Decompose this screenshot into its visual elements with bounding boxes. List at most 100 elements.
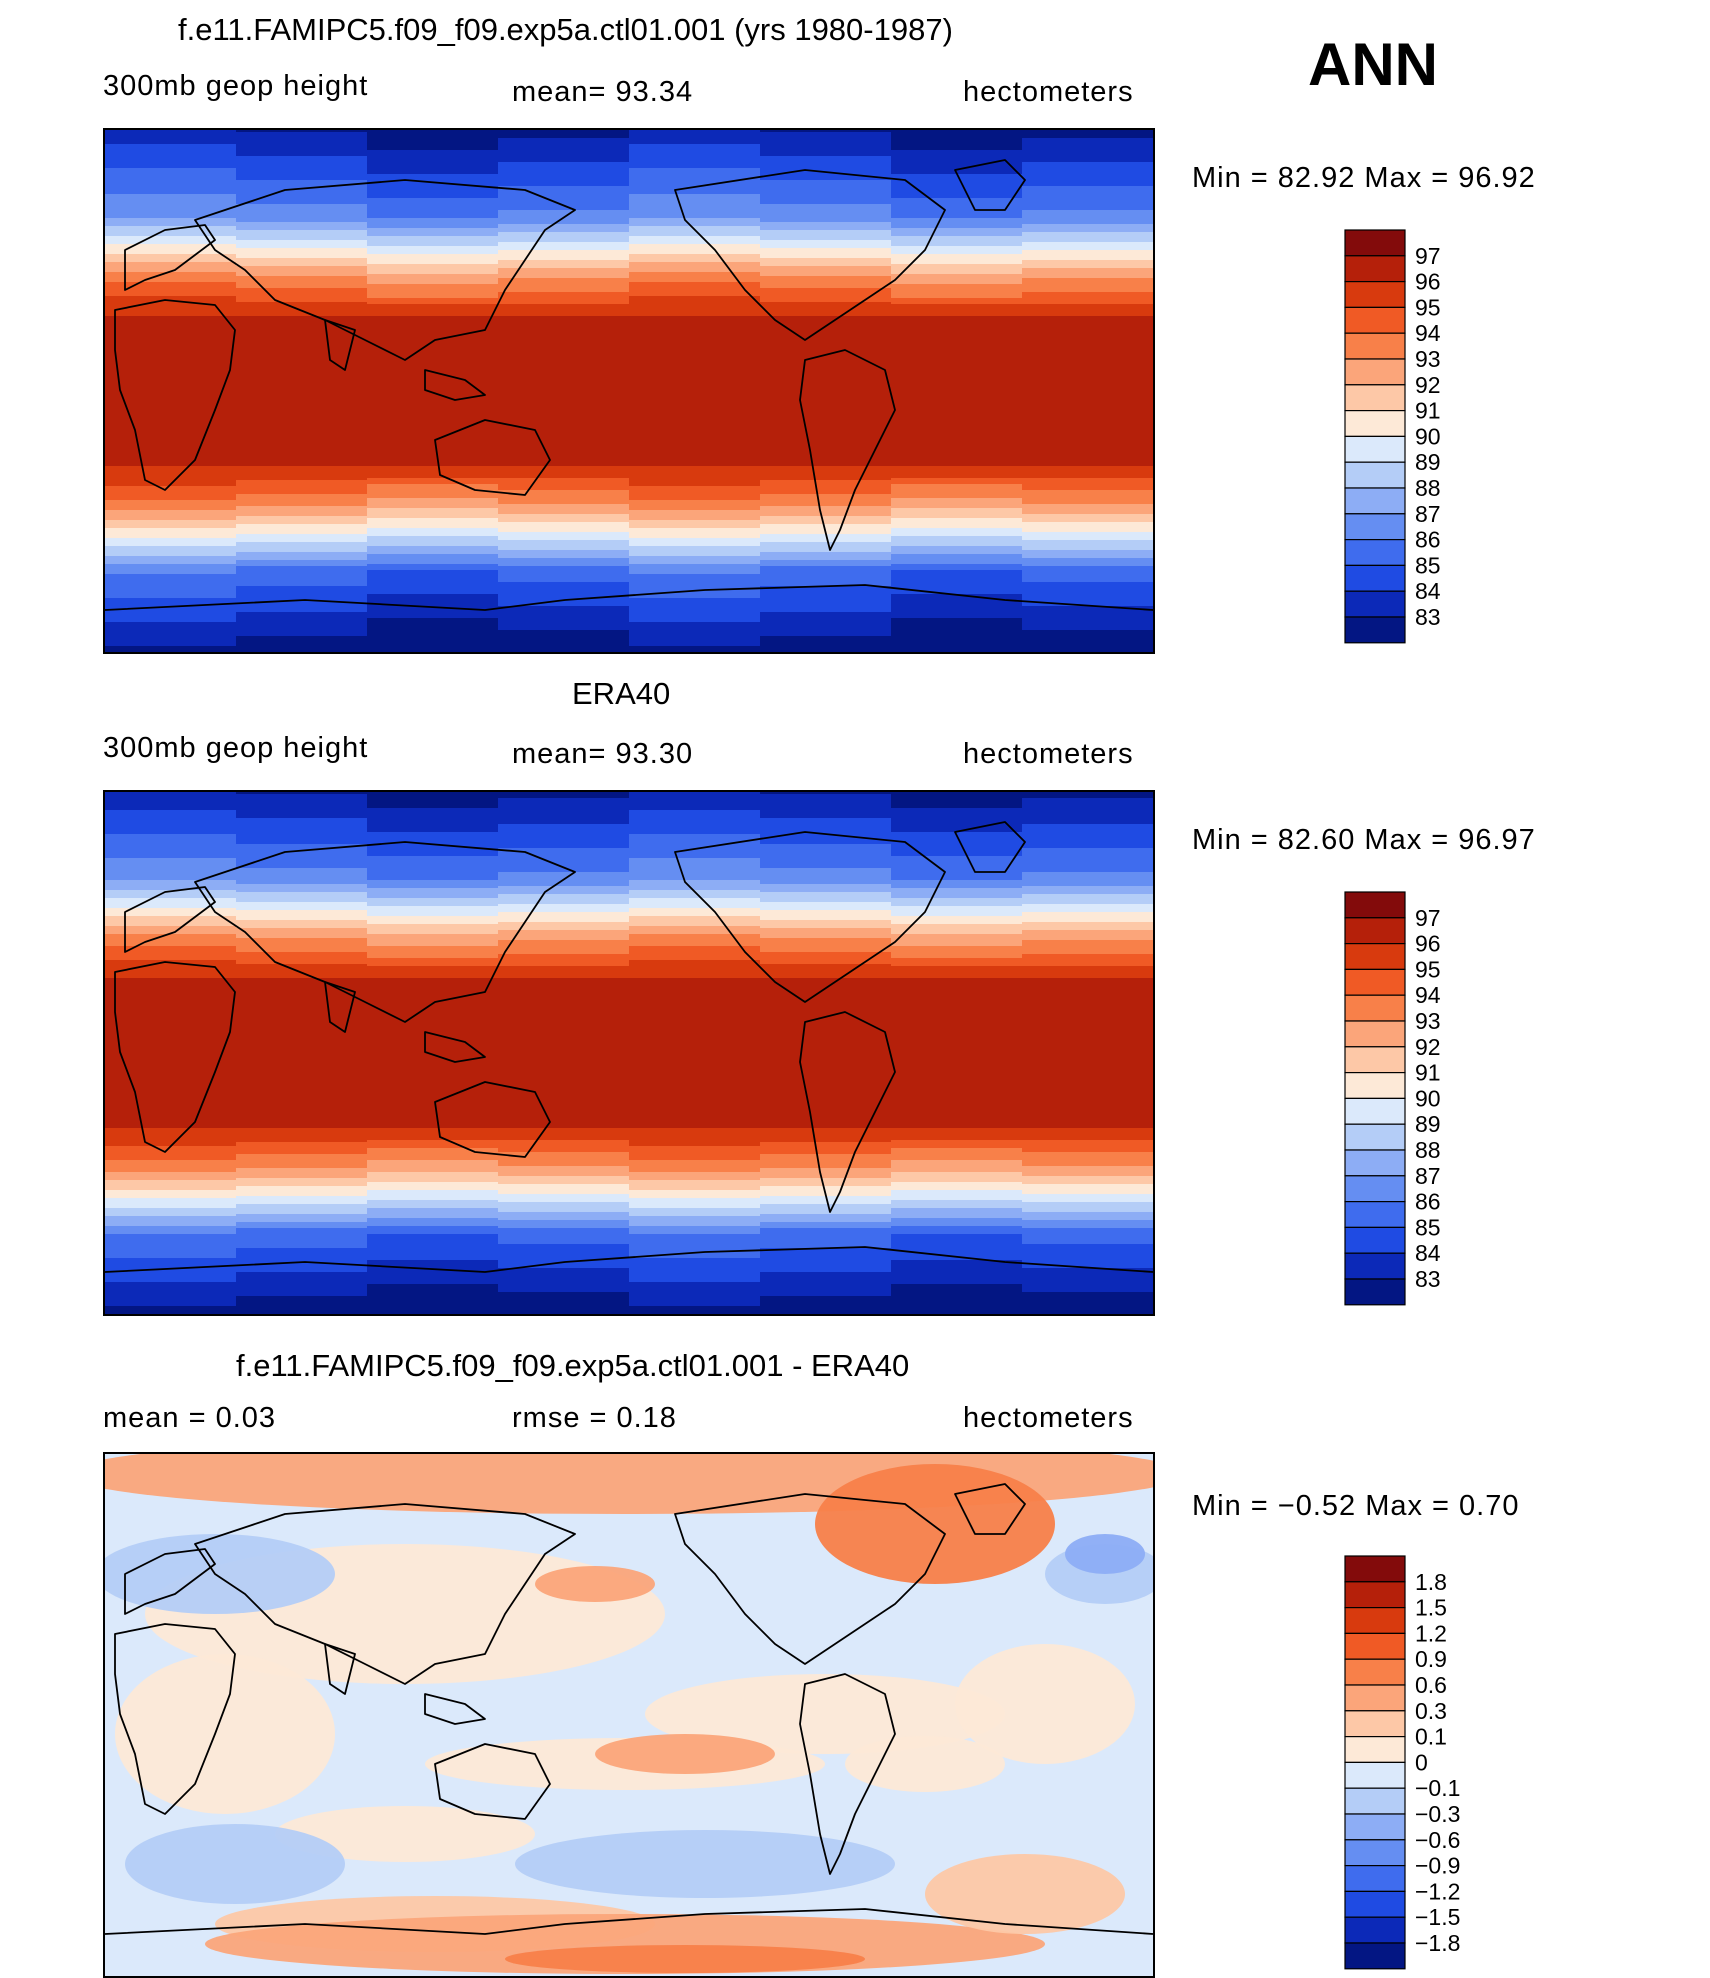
colorbar-tick-label: 86 [1415,527,1441,553]
colorbar-swatch [1344,1865,1406,1893]
colorbar-tick-label: 84 [1415,1240,1441,1266]
panel-1-map [103,128,1155,654]
colorbar-tick-label: −0.3 [1415,1801,1460,1827]
colorbar-swatch [1344,1761,1406,1789]
panel-3-colorbar-svg: 1.81.51.20.90.60.30.10−0.1−0.3−0.6−0.9−1… [1344,1555,1460,1970]
panel-3-units-label: hectometers [963,1402,1134,1434]
colorbar-swatch [1344,917,1406,945]
colorbar-swatch [1344,1736,1406,1764]
colorbar-swatch [1344,1149,1406,1177]
panel-3-minmax: Min = −0.52 Max = 0.70 [1192,1490,1520,1522]
colorbar-swatch [1344,1916,1406,1944]
colorbar-swatch [1344,1278,1406,1306]
colorbar-swatch [1344,1606,1406,1634]
colorbar-swatch [1344,332,1406,360]
colorbar-tick-label: 95 [1415,956,1441,982]
colorbar-swatch [1344,1072,1406,1100]
colorbar-swatch [1344,1020,1406,1048]
colorbar-swatch [1344,1252,1406,1280]
colorbar-swatch [1344,513,1406,541]
colorbar-tick-label: 87 [1415,501,1441,527]
colorbar-tick-label: 0.1 [1415,1724,1447,1750]
colorbar-tick-label: 91 [1415,1060,1441,1086]
colorbar-tick-label: 84 [1415,578,1441,604]
panel-3-title: f.e11.FAMIPC5.f09_f09.exp5a.ctl01.001 - … [236,1348,910,1383]
colorbar-swatch [1344,1942,1406,1970]
panel-1-colorbar: 97 96 95 94 93 92 91 90 89 88 87 86 85 84 83 [1344,229,1485,646]
colorbar-swatch [1344,891,1406,919]
colorbar-swatch [1344,1684,1406,1712]
panel-1-mean-label: mean= 93.34 [512,76,694,108]
colorbar-tick-label: 0.6 [1415,1672,1447,1698]
colorbar-swatch [1344,1632,1406,1660]
colorbar-tick-label: 96 [1415,931,1441,957]
panel-2-minmax: Min = 82.60 Max = 96.97 [1192,824,1536,856]
panel-2-title: ERA40 [572,676,671,711]
colorbar-tick-label: −1.5 [1415,1904,1460,1930]
colorbar-tick-label: 95 [1415,294,1441,320]
colorbar-tick-label: 93 [1415,1008,1441,1034]
colorbar-swatch [1344,1097,1406,1125]
colorbar-tick-label: 88 [1415,475,1441,501]
colorbar-tick-label: −1.2 [1415,1878,1460,1904]
colorbar-tick-label: 87 [1415,1163,1441,1189]
colorbar-tick-label: 0.9 [1415,1646,1447,1672]
colorbar-swatch [1344,1710,1406,1738]
colorbar-tick-label: 92 [1415,1034,1441,1060]
panel-1-contour-plot [105,130,1153,652]
colorbar-tick-label: −0.6 [1415,1827,1460,1853]
panel-1-title: f.e11.FAMIPC5.f09_f09.exp5a.ctl01.001 (y… [178,12,953,47]
panel-2-colorbar: 97 96 95 94 93 92 91 90 89 88 87 86 85 84 83 [1344,891,1485,1308]
colorbar-tick-label: 94 [1415,320,1441,346]
colorbar-swatch [1344,942,1406,970]
colorbar-swatch [1344,590,1406,618]
panel-3-rmse-label: rmse = 0.18 [512,1402,677,1434]
colorbar-swatch [1344,435,1406,463]
panel-2-map [103,790,1155,1316]
panel-3-mean-label: mean = 0.03 [103,1402,277,1434]
colorbar-tick-label: 85 [1415,1214,1441,1240]
colorbar-swatch [1344,539,1406,567]
colorbar-swatch [1344,1658,1406,1686]
colorbar-swatch [1344,616,1406,644]
colorbar-swatch [1344,461,1406,489]
panel-3-map [103,1452,1155,1978]
colorbar-tick-label: −0.1 [1415,1775,1460,1801]
colorbar-tick-label: −1.8 [1415,1930,1460,1956]
panel-3-colorbar: 1.8 1.5 1.2 0.9 0.6 0.3 0.1 0 −0.1 −0.3 −0.6 −0.9 −1… [1333,1555,1493,1972]
panel-1-minmax: Min = 82.92 Max = 96.92 [1192,162,1536,194]
colorbar-swatch [1344,358,1406,386]
panel-1-variable-label: 300mb geop height [103,70,369,102]
colorbar-swatch [1344,1890,1406,1918]
colorbar-swatch [1344,487,1406,515]
colorbar-tick-label: 83 [1415,1266,1441,1292]
panel-1-units-label: hectometers [963,76,1134,108]
panel-3-contour-plot [105,1454,1153,1976]
colorbar-tick-label: 1.2 [1415,1620,1447,1646]
colorbar-tick-label: 93 [1415,346,1441,372]
colorbar-tick-label: 94 [1415,982,1441,1008]
colorbar-swatch [1344,1787,1406,1815]
colorbar-tick-label: 0.3 [1415,1698,1447,1724]
panel-2-units-label: hectometers [963,738,1134,770]
colorbar-swatch [1344,1813,1406,1841]
colorbar-swatch [1344,1201,1406,1229]
colorbar-tick-label: 89 [1415,449,1441,475]
colorbar-swatch [1344,229,1406,257]
colorbar-swatch [1344,1226,1406,1254]
colorbar-swatch [1344,1123,1406,1151]
colorbar-tick-label: 90 [1415,1085,1441,1111]
colorbar-swatch [1344,410,1406,438]
colorbar-swatch [1344,1175,1406,1203]
season-label: ANN [1308,31,1438,98]
colorbar-tick-label: 97 [1415,243,1441,269]
colorbar-tick-label: 92 [1415,372,1441,398]
colorbar-tick-label: 1.5 [1415,1595,1447,1621]
colorbar-swatch [1344,968,1406,996]
colorbar-tick-label: 91 [1415,398,1441,424]
colorbar-swatch [1344,994,1406,1022]
colorbar-swatch [1344,564,1406,592]
colorbar-swatch [1344,1581,1406,1609]
colorbar-tick-label: 88 [1415,1137,1441,1163]
colorbar-tick-label: 90 [1415,423,1441,449]
